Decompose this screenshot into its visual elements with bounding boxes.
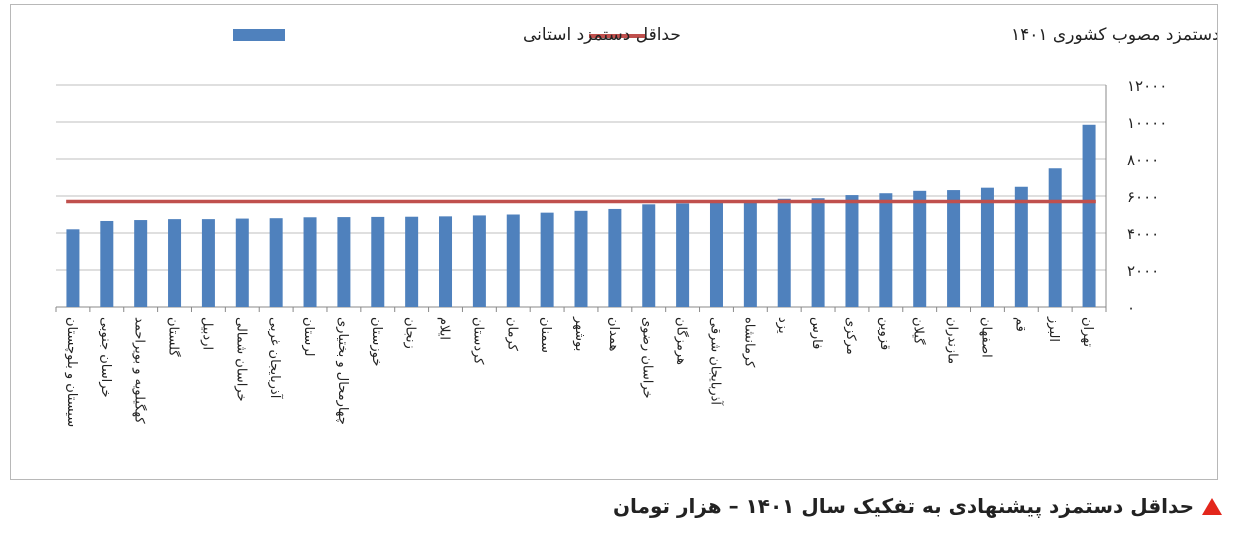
x-category-label: تهران bbox=[1080, 317, 1095, 347]
caption-text: حداقل دستمزد پیشنهادی به تفکیک سال ۱۴۰۱ … bbox=[612, 494, 1194, 518]
x-category-label: کردستان bbox=[470, 317, 485, 365]
bar bbox=[472, 215, 486, 307]
bar bbox=[709, 202, 723, 307]
bar bbox=[642, 204, 656, 307]
x-category-label: قزوین bbox=[877, 317, 892, 350]
bar bbox=[66, 229, 80, 307]
bar bbox=[608, 208, 622, 307]
legend-bar-swatch bbox=[233, 29, 285, 41]
x-category-label: همدان bbox=[606, 317, 621, 351]
x-category-label: اصفهان bbox=[978, 317, 993, 358]
y-tick-label: ۱۰۰۰۰ bbox=[1127, 114, 1167, 132]
legend-bar-label: حداقل دستمزد استانی bbox=[523, 25, 681, 45]
bar bbox=[1082, 124, 1096, 308]
bar bbox=[1048, 168, 1062, 307]
y-tick-label: ۱۲۰۰۰ bbox=[1127, 77, 1167, 95]
y-tick-label: ۶۰۰۰ bbox=[1127, 188, 1159, 206]
x-category-label: خراسان رضوی bbox=[640, 317, 655, 399]
x-category-label: سیستان و بلوچستان bbox=[64, 317, 79, 427]
bar bbox=[134, 220, 148, 307]
chart-frame: ۰ ۲۰۰۰ ۴۰۰۰ ۶۰۰۰ ۸۰۰۰ ۱۰۰۰۰ ۱۲۰۰۰ سیستان و بلوچ… bbox=[10, 4, 1218, 480]
bar bbox=[100, 220, 114, 307]
x-category-label: ایلام bbox=[437, 317, 452, 340]
y-tick-label: ۰ bbox=[1127, 299, 1135, 317]
bar bbox=[439, 216, 453, 307]
x-category-label: گیلان bbox=[911, 317, 927, 345]
x-category-label: یزد bbox=[775, 317, 790, 334]
bar bbox=[540, 212, 554, 307]
x-category-label: اردبیل bbox=[199, 317, 214, 350]
bar bbox=[811, 198, 825, 307]
x-category-label: مرکزی bbox=[843, 317, 858, 355]
x-category-label: البرز bbox=[1046, 316, 1061, 342]
x-category-label: بوشهر bbox=[572, 316, 587, 351]
bar bbox=[777, 198, 791, 307]
bar bbox=[235, 218, 249, 307]
bar bbox=[676, 203, 690, 307]
bar bbox=[303, 217, 317, 307]
bar bbox=[947, 190, 961, 307]
bar bbox=[506, 214, 520, 307]
legend-line-label: حداقل دستمزد مصوب کشوری ۱۴۰۱ bbox=[1011, 25, 1217, 45]
x-category-label: کرمانشاه bbox=[741, 317, 756, 368]
x-category-label: فارس bbox=[809, 317, 824, 349]
bar bbox=[168, 219, 182, 307]
bar bbox=[913, 190, 927, 307]
bar bbox=[980, 187, 994, 307]
x-category-label: خراسان جنوبی bbox=[98, 317, 113, 397]
bar bbox=[337, 217, 351, 307]
x-category-label: کرمان bbox=[504, 317, 519, 352]
triangle-marker-icon bbox=[1202, 497, 1222, 515]
x-category-label: مازندران bbox=[945, 317, 960, 364]
x-category-label: لرستان bbox=[301, 317, 316, 356]
x-category-label: خوزستان bbox=[369, 317, 384, 366]
x-category-label: زنجان bbox=[403, 317, 418, 349]
chart-svg: ۰ ۲۰۰۰ ۴۰۰۰ ۶۰۰۰ ۸۰۰۰ ۱۰۰۰۰ ۱۲۰۰۰ سیستان و بلوچ… bbox=[55, 25, 1217, 427]
y-tick-label: ۲۰۰۰ bbox=[1127, 262, 1159, 280]
bar bbox=[574, 210, 588, 307]
x-category-label: آذربایجان شرقی bbox=[707, 317, 724, 406]
x-category-label: سمنان bbox=[538, 317, 553, 353]
bar bbox=[1014, 186, 1028, 307]
y-tick-label: ۴۰۰۰ bbox=[1127, 225, 1159, 243]
bar bbox=[201, 219, 215, 307]
bar bbox=[845, 195, 859, 307]
bar bbox=[269, 218, 283, 307]
x-category-label: قم bbox=[1012, 317, 1027, 332]
bar bbox=[743, 201, 757, 307]
x-category-label: هرمزگان bbox=[674, 317, 690, 365]
y-tick-label: ۸۰۰۰ bbox=[1127, 151, 1159, 169]
x-category-label: کهگیلویه و بویراحمد bbox=[132, 317, 148, 424]
bar bbox=[879, 193, 893, 307]
x-category-label: آذربایجان غربی bbox=[267, 317, 284, 400]
caption: حداقل دستمزد پیشنهادی به تفکیک سال ۱۴۰۱ … bbox=[613, 494, 1222, 518]
x-category-label: چهارمحال و بختیاری bbox=[335, 317, 350, 425]
x-category-label: گلستان bbox=[166, 317, 182, 357]
x-category-label: خراسان شمالی bbox=[233, 317, 248, 402]
bar bbox=[371, 216, 385, 307]
bar bbox=[405, 216, 419, 307]
